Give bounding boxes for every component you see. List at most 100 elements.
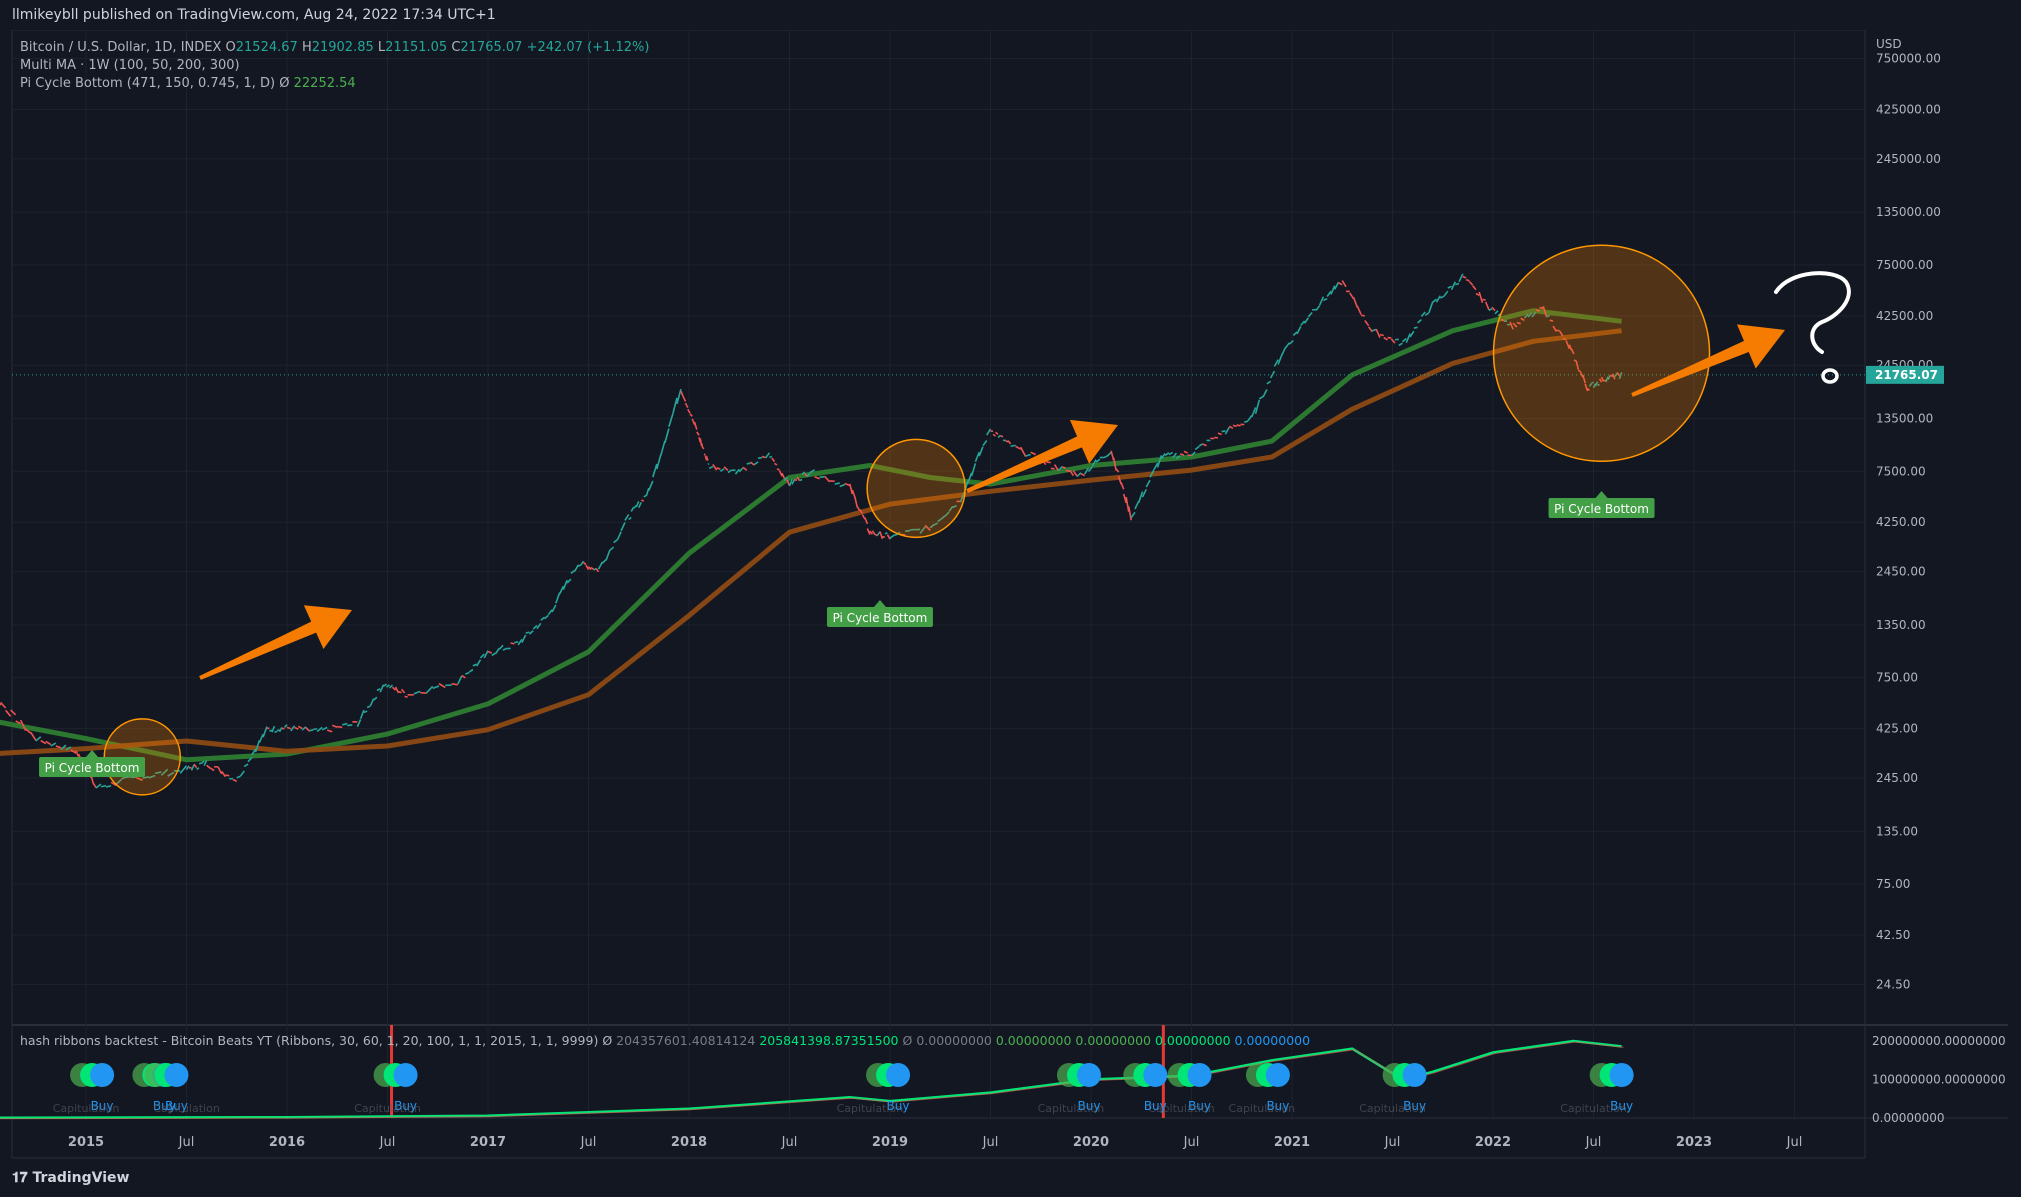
price-segment (1409, 330, 1415, 338)
price-segment (1087, 466, 1093, 473)
price-segment (491, 652, 496, 657)
price-segment (359, 709, 365, 720)
capitulation-label: Capitulation (1229, 1102, 1296, 1115)
price-segment (1224, 427, 1230, 435)
price-segment (1341, 280, 1347, 288)
price-segment (871, 530, 876, 536)
price-segment (672, 397, 678, 414)
close-value: 21765.07 (460, 40, 523, 55)
price-segment (1549, 319, 1554, 323)
ma-line (0, 328, 1622, 756)
price-segment (1523, 313, 1529, 319)
time-axis[interactable]: 2015 Jul 2016 Jul 2017 Jul 2018 Jul 2019 Jul 2020 J… (68, 1135, 1802, 1150)
price-segment (236, 775, 241, 779)
price-segment (630, 506, 635, 512)
price-segment (704, 455, 708, 461)
price-segment (806, 473, 811, 477)
price-segment (555, 592, 561, 604)
symbol-title: Bitcoin / U.S. Dollar, 1D, INDEX (20, 40, 222, 55)
pi-cycle-label-text: Pi Cycle Bottom (45, 761, 140, 775)
price-segment (483, 650, 489, 659)
price-segment (1160, 452, 1166, 460)
price-segment (115, 779, 122, 786)
highlight-circle (1492, 244, 1711, 462)
price-segment (1462, 275, 1467, 279)
open-label: O (225, 40, 236, 55)
buy-signal-label: Buy (153, 1099, 176, 1113)
price-segment (1338, 281, 1343, 286)
price-segment (776, 468, 780, 471)
buy-dot (1076, 1063, 1101, 1087)
price-segment (566, 578, 572, 584)
price-segment (1145, 479, 1151, 488)
price-segment (582, 561, 587, 566)
price-segment (1281, 346, 1287, 356)
price-segment (1141, 488, 1147, 498)
price-segment (536, 622, 542, 630)
price-segment (1106, 451, 1112, 457)
pi-cycle-value: 22252.54 (293, 76, 356, 91)
price-segment (55, 745, 62, 749)
hash-ribbons-legend[interactable]: hash ribbons backtest - Bitcoin Beats YT… (20, 1033, 1310, 1048)
symbol-legend[interactable]: Bitcoin / U.S. Dollar, 1D, INDEX O21524.… (20, 40, 649, 55)
price-segment (1120, 482, 1125, 490)
price-segment (580, 560, 585, 566)
price-tick-label: 135000.00 (1876, 205, 1941, 219)
price-segment (369, 698, 375, 707)
price-segment (834, 482, 840, 485)
price-segment (1546, 314, 1551, 318)
price-segment (1061, 466, 1067, 469)
price-segment (70, 749, 77, 754)
tradingview-logo[interactable]: 𝟏𝟕 TradingView (12, 1170, 129, 1186)
price-axis-currency: USD (1876, 37, 1902, 51)
price-segment (0, 702, 2, 706)
price-tick-label: 425.00 (1876, 722, 1918, 736)
price-segment (1254, 399, 1261, 415)
price-segment (472, 663, 478, 667)
price-segment (635, 500, 640, 508)
price-segment (1367, 326, 1374, 333)
price-tick-label: 245000.00 (1876, 152, 1941, 166)
price-segment (801, 471, 806, 475)
price-segment (50, 742, 57, 747)
price-segment (290, 725, 296, 732)
price-segment (135, 776, 143, 782)
price-segment (142, 776, 149, 779)
multi-ma-legend[interactable]: Multi MA · 1W (100, 50, 200, 300) (20, 58, 240, 73)
price-segment (105, 785, 112, 788)
pi-cycle-legend[interactable]: Pi Cycle Bottom (471, 150, 0.745, 1, D) … (20, 76, 356, 91)
price-tick-label: 42.50 (1876, 928, 1910, 942)
price-segment (1428, 301, 1434, 313)
price-segment (1025, 453, 1031, 457)
low-label: L (377, 40, 386, 55)
price-segment (1172, 452, 1178, 459)
price-segment (1413, 326, 1418, 329)
price-segment (1285, 342, 1291, 349)
price-segment (92, 783, 97, 789)
price-segment (120, 776, 127, 780)
price-segment (952, 504, 957, 509)
price-segment (986, 428, 992, 436)
price-segment (783, 476, 788, 481)
price-segment (337, 725, 343, 729)
price-segment (854, 496, 859, 508)
price-segment (1273, 359, 1279, 367)
price-segment (1068, 469, 1075, 477)
price-segment (723, 466, 729, 472)
price-segment (753, 461, 759, 466)
price-segment (154, 771, 162, 775)
price-segment (376, 688, 381, 692)
price-segment (933, 522, 939, 526)
price-segment (342, 722, 348, 726)
price-segment (727, 469, 733, 474)
price-segment (1164, 452, 1170, 457)
capitulation-label: Capitulation (53, 1102, 120, 1115)
close-label: C (451, 40, 461, 55)
price-segment (1531, 311, 1537, 318)
price-segment (1516, 321, 1521, 325)
price-tick-label: 42500.00 (1876, 309, 1933, 323)
price-segment (691, 418, 696, 425)
price-segment (254, 740, 261, 753)
